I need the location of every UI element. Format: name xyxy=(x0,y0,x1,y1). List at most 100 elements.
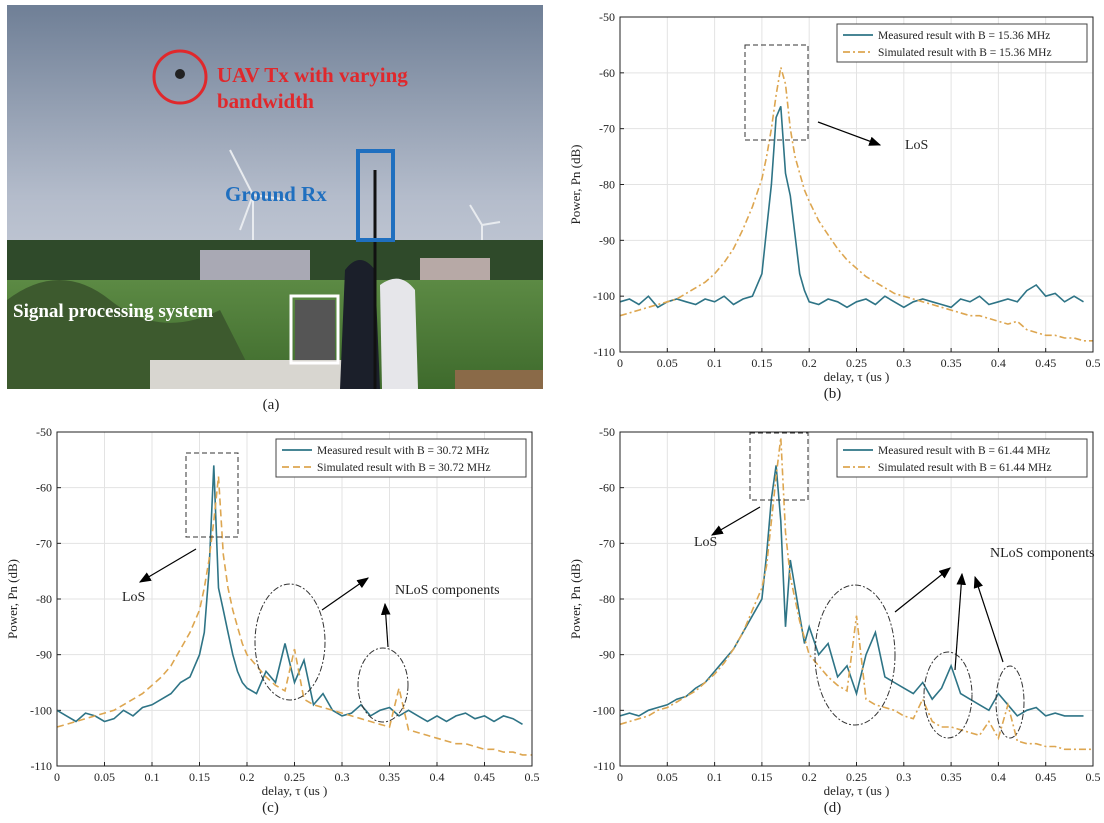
x-tick-label: 0.25 xyxy=(846,770,867,784)
legend-label: Measured result with B = 61.44 MHz xyxy=(878,445,1050,457)
x-tick-label: 0.2 xyxy=(240,770,255,784)
x-tick-label: 0.05 xyxy=(94,770,115,784)
x-tick-label: 0.45 xyxy=(1035,356,1056,370)
y-tick-label: -80 xyxy=(36,592,52,606)
annotation-arrow xyxy=(973,575,1004,663)
chart: -110 -100 -90 -80 -70 -60 -50 0 0.05 0.1 0.15 0.2 0.… xyxy=(568,425,1101,816)
houses xyxy=(200,250,310,285)
annotation-arrow xyxy=(138,548,197,583)
y-tick-label: -90 xyxy=(36,648,52,662)
annotation-box xyxy=(185,452,239,538)
photo-label: Ground Rx xyxy=(225,182,327,206)
system-marker xyxy=(289,294,340,365)
wall xyxy=(150,360,360,389)
y-tick-label: -110 xyxy=(30,759,52,773)
photo-label: Signal processing system xyxy=(13,301,213,322)
y-tick-label: -70 xyxy=(599,122,615,136)
annotation-ellipse xyxy=(357,647,409,723)
plot-frame xyxy=(56,431,533,767)
x-tick-label: 0.15 xyxy=(189,770,210,784)
plot-frame xyxy=(619,16,1094,353)
x-tick-label: 0.1 xyxy=(707,356,722,370)
y-tick-label: -50 xyxy=(599,10,615,24)
x-tick-label: 0.15 xyxy=(751,356,772,370)
legend-label: Measured result with B = 15.36 MHz xyxy=(878,30,1050,42)
x-tick-label: 0.35 xyxy=(379,770,400,784)
y-tick-label: -100 xyxy=(593,703,615,717)
x-tick-label: 0 xyxy=(617,770,623,784)
y-tick-label: -110 xyxy=(593,345,615,359)
x-tick-label: 0.25 xyxy=(846,356,867,370)
annotation-ellipse xyxy=(814,584,896,726)
x-tick-label: 0.4 xyxy=(991,356,1006,370)
turbines xyxy=(229,149,501,270)
annotation-arrow xyxy=(817,121,882,146)
series-line xyxy=(56,465,523,725)
annotation-arrow xyxy=(710,506,761,536)
y-tick-label: -70 xyxy=(599,536,615,550)
caption: (d) xyxy=(824,800,842,816)
x-tick-label: 0.3 xyxy=(335,770,350,784)
legend-box xyxy=(275,438,527,478)
y-axis-label: Power, Pn (dB) xyxy=(568,144,583,224)
x-tick-label: 0.5 xyxy=(1086,356,1101,370)
annotation-arrow xyxy=(380,602,391,648)
annotation-arrow xyxy=(894,567,951,613)
y-tick-label: -80 xyxy=(599,592,615,606)
caption: (a) xyxy=(263,397,280,413)
chart: -110 -100 -90 -80 -70 -60 -50 0 0.05 0.1 0.15 0.2 0.… xyxy=(568,10,1101,402)
annotation-arrow xyxy=(321,577,369,611)
y-tick-label: -80 xyxy=(599,178,615,192)
legend-label: Measured result with B = 30.72 MHz xyxy=(317,445,489,457)
x-tick-label: 0.2 xyxy=(802,770,817,784)
y-tick-label: -60 xyxy=(36,481,52,495)
x-tick-label: 0.3 xyxy=(896,356,911,370)
annotation-ellipse xyxy=(923,651,973,739)
series-line xyxy=(619,67,1093,342)
rx-marker xyxy=(356,149,395,242)
x-tick-label: 0.1 xyxy=(145,770,160,784)
x-tick-label: 0.2 xyxy=(802,356,817,370)
x-tick-label: 0.15 xyxy=(751,770,772,784)
wood-pile xyxy=(455,370,543,389)
annotation-box xyxy=(749,432,809,501)
annotation: LoS xyxy=(905,138,928,153)
x-axis-label: delay, τ (us ) xyxy=(824,369,890,384)
plot-frame xyxy=(619,431,1094,767)
y-tick-label: -70 xyxy=(36,536,52,550)
y-tick-label: -100 xyxy=(593,289,615,303)
x-tick-label: 0.05 xyxy=(657,356,678,370)
x-tick-label: 0.3 xyxy=(896,770,911,784)
x-tick-label: 0.05 xyxy=(657,770,678,784)
series-line xyxy=(56,476,532,756)
legend-label: Simulated result with B = 30.72 MHz xyxy=(317,462,491,474)
x-tick-label: 0.5 xyxy=(525,770,540,784)
y-axis-label: Power, Pn (dB) xyxy=(568,559,583,639)
legend-label: Simulated result with B = 61.44 MHz xyxy=(878,462,1052,474)
x-tick-label: 0.4 xyxy=(991,770,1006,784)
photo: UAV Tx with varying bandwidth Ground Rx … xyxy=(7,5,543,389)
annotation-box xyxy=(744,44,809,141)
x-tick-label: 0.45 xyxy=(1035,770,1056,784)
annotation: LoS xyxy=(122,590,145,605)
y-tick-label: -100 xyxy=(30,703,52,717)
uav xyxy=(175,69,185,79)
x-axis-label: delay, τ (us ) xyxy=(824,783,890,798)
y-tick-label: -90 xyxy=(599,648,615,662)
uav-marker xyxy=(152,49,208,105)
annotation: NLoS components xyxy=(395,583,500,598)
y-tick-label: -60 xyxy=(599,481,615,495)
x-tick-label: 0.5 xyxy=(1086,770,1101,784)
x-axis-label: delay, τ (us ) xyxy=(262,783,328,798)
x-tick-label: 0.4 xyxy=(430,770,445,784)
x-tick-label: 0 xyxy=(617,356,623,370)
photo-label: UAV Tx with varying xyxy=(217,63,408,87)
y-tick-label: -90 xyxy=(599,233,615,247)
annotation: NLoS components xyxy=(990,546,1095,561)
photo-label: bandwidth xyxy=(217,89,314,113)
person xyxy=(380,278,418,389)
x-tick-label: 0.35 xyxy=(941,770,962,784)
annotation-arrow xyxy=(954,572,967,671)
y-tick-label: -50 xyxy=(36,425,52,439)
